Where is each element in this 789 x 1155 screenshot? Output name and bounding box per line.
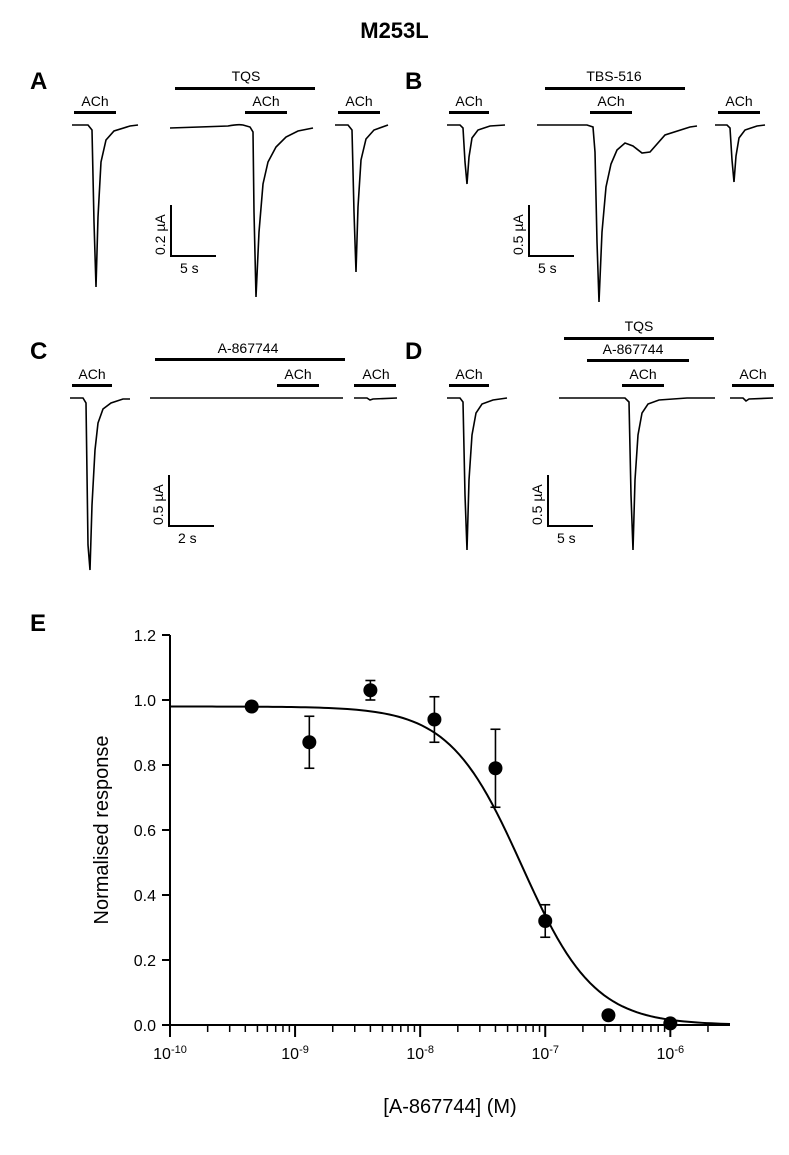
ach-bar-b3: [718, 111, 760, 114]
panel-c-label: C: [30, 338, 47, 366]
scalebar-c-ylabel: 0.5 µA: [150, 475, 166, 525]
svg-text:10-8: 10-8: [406, 1044, 434, 1063]
scalebar-a-h: [170, 255, 216, 257]
ach-label-a1: ACh: [79, 93, 111, 109]
ach-bar-b2: [590, 111, 632, 114]
a86-bar-d: [587, 359, 689, 362]
trace-d2: [557, 395, 717, 575]
chart-e: 0.0 0.2 0.4 0.6 0.8 1.0 1.2 10-10 10-9 10-8 10-7 10…: [80, 615, 760, 1135]
ach-label-d2: ACh: [627, 366, 659, 382]
ach-bar-a3: [338, 111, 380, 114]
tqs-label: TQS: [225, 68, 267, 84]
svg-text:0.6: 0.6: [134, 823, 156, 840]
scalebar-c-xlabel: 2 s: [178, 530, 197, 546]
ach-bar-d2: [622, 384, 664, 387]
ach-label-c2: ACh: [282, 366, 314, 382]
ach-label-b1: ACh: [453, 93, 485, 109]
a86-label-d: A-867744: [598, 341, 668, 357]
trace-c3: [352, 395, 402, 415]
svg-text:[A-867744] (M): [A-867744] (M): [383, 1096, 516, 1118]
tqs-bar: [175, 87, 315, 90]
svg-text:1.2: 1.2: [134, 628, 156, 645]
panel-a-label: A: [30, 68, 47, 96]
trace-b2: [535, 122, 700, 307]
figure-title: M253L: [0, 18, 789, 44]
ach-bar-a2: [245, 111, 287, 114]
svg-text:1.0: 1.0: [134, 693, 156, 710]
scalebar-a-v: [170, 205, 172, 257]
scalebar-d-ylabel: 0.5 µA: [529, 475, 545, 525]
scalebar-d-xlabel: 5 s: [557, 530, 576, 546]
trace-a3: [333, 122, 393, 302]
scalebar-b-ylabel: 0.5 µA: [510, 205, 526, 255]
trace-d3: [728, 395, 778, 415]
scalebar-a-xlabel: 5 s: [180, 260, 199, 276]
ach-bar-c2: [277, 384, 319, 387]
ach-label-b3: ACh: [723, 93, 755, 109]
scalebar-d-h: [547, 525, 593, 527]
svg-text:10-10: 10-10: [153, 1044, 187, 1063]
ach-label-d3: ACh: [737, 366, 769, 382]
tbs-label: TBS-516: [583, 68, 645, 84]
panel-c: A-867744 ACh ACh ACh 0.5 µA 2 s: [60, 340, 380, 590]
svg-text:10-6: 10-6: [657, 1044, 685, 1063]
ach-label-b2: ACh: [595, 93, 627, 109]
trace-b1: [445, 122, 510, 302]
ach-label-c1: ACh: [76, 366, 108, 382]
scalebar-b-xlabel: 5 s: [538, 260, 557, 276]
panel-b-label: B: [405, 68, 422, 96]
ach-label-c3: ACh: [360, 366, 392, 382]
panel-e-label: E: [30, 610, 46, 638]
scalebar-b-h: [528, 255, 574, 257]
ach-bar-b1: [449, 111, 489, 114]
trace-d1: [445, 395, 510, 575]
svg-text:0.4: 0.4: [134, 888, 156, 905]
scalebar-a-ylabel: 0.2 µA: [152, 205, 168, 255]
scalebar-d-v: [547, 475, 549, 527]
tqs-label-d: TQS: [618, 318, 660, 334]
trace-c2: [148, 395, 348, 415]
trace-c1: [68, 395, 133, 575]
a86-label-c: A-867744: [213, 340, 283, 356]
trace-b3: [713, 122, 768, 302]
scalebar-c-v: [168, 475, 170, 527]
ach-bar-a1: [74, 111, 116, 114]
ach-bar-c1: [72, 384, 112, 387]
panel-a: TQS ACh ACh ACh 0.2 µA 5 s: [60, 70, 380, 320]
ach-label-a3: ACh: [343, 93, 375, 109]
svg-text:0.0: 0.0: [134, 1018, 156, 1035]
ach-label-a2: ACh: [250, 93, 282, 109]
a86-bar-c: [155, 358, 345, 361]
ach-bar-d1: [449, 384, 489, 387]
panel-d-label: D: [405, 338, 422, 366]
svg-text:0.2: 0.2: [134, 953, 156, 970]
scalebar-b-v: [528, 205, 530, 257]
panel-d: TQS A-867744 ACh ACh ACh 0.5 µA 5 s: [435, 320, 775, 590]
ach-label-d1: ACh: [453, 366, 485, 382]
trace-a1: [70, 122, 140, 302]
svg-text:Normalised response: Normalised response: [91, 736, 113, 925]
svg-text:10-9: 10-9: [281, 1044, 309, 1063]
ach-bar-d3: [732, 384, 774, 387]
ach-bar-c3: [354, 384, 396, 387]
svg-text:0.8: 0.8: [134, 758, 156, 775]
tqs-bar-d: [564, 337, 714, 340]
scalebar-c-h: [168, 525, 214, 527]
svg-text:10-7: 10-7: [531, 1044, 559, 1063]
panel-b: TBS-516 ACh ACh ACh 0.5 µA 5 s: [435, 70, 765, 320]
tbs-bar: [545, 87, 685, 90]
